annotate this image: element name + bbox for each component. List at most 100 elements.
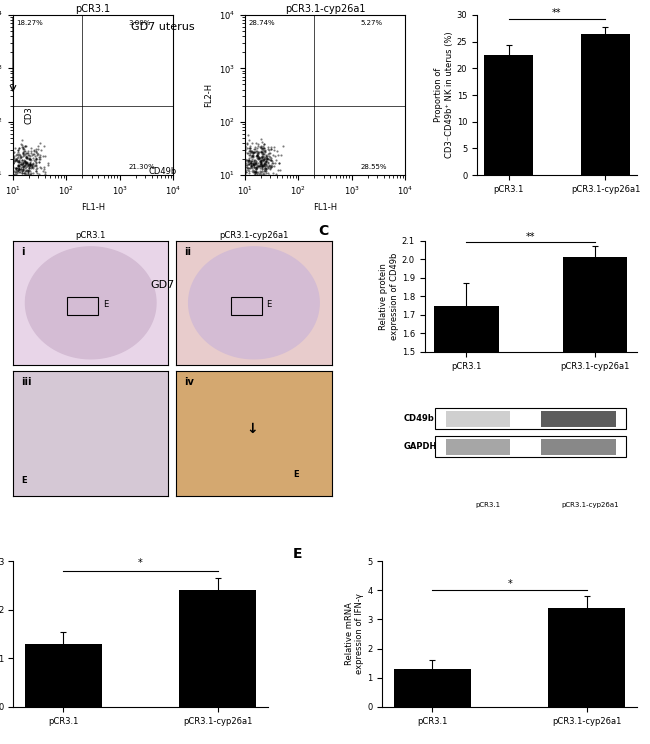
Point [241, 159, 252, 171]
Point [0, 155, 9, 167]
Point [257, 193, 268, 205]
Point [26, 170, 36, 182]
Point [0, 169, 5, 181]
Point [222, 186, 232, 198]
Point [219, 158, 229, 170]
Point [12, 174, 23, 186]
Point [220, 152, 230, 164]
Point [248, 151, 258, 163]
Point [0, 211, 6, 223]
Bar [541, 411, 616, 427]
Point [8, 186, 18, 198]
Point [0, 141, 8, 153]
Point [223, 169, 233, 181]
Point [216, 190, 226, 202]
Point [218, 196, 229, 208]
Point [221, 203, 231, 215]
Point [2, 191, 12, 203]
Point [16, 154, 27, 166]
Point [0, 153, 5, 165]
Point [0, 176, 3, 188]
Point [229, 184, 239, 196]
Point [224, 161, 234, 173]
Point [224, 197, 234, 209]
Point [27, 175, 38, 187]
Bar [484, 55, 533, 175]
Point [0, 195, 3, 207]
Point [6, 180, 17, 192]
Point [0, 210, 8, 222]
Point [216, 188, 226, 200]
Point [208, 173, 218, 185]
Point [219, 146, 229, 158]
Point [0, 193, 10, 205]
Point [192, 175, 202, 187]
Point [240, 140, 250, 152]
Point [224, 190, 234, 202]
Point [239, 146, 250, 158]
Point [222, 137, 232, 149]
Point [38, 161, 49, 173]
Point [233, 161, 244, 173]
Point [210, 145, 220, 157]
Point [0, 211, 3, 223]
Point [192, 192, 202, 204]
Point [0, 141, 9, 153]
Point [43, 156, 53, 168]
Point [209, 185, 220, 197]
Point [224, 158, 234, 170]
Point [252, 170, 262, 182]
Point [255, 156, 265, 168]
Point [225, 187, 235, 199]
Point [250, 166, 260, 178]
Point [202, 203, 213, 215]
Point [260, 153, 270, 164]
Point [224, 175, 235, 187]
Point [214, 146, 225, 158]
Point [229, 193, 240, 205]
Point [232, 202, 242, 214]
Point [1, 190, 12, 202]
Point [10, 162, 21, 174]
Point [15, 197, 25, 209]
Point [266, 160, 277, 172]
Point [244, 134, 254, 146]
Point [10, 162, 20, 174]
Point [276, 149, 287, 161]
Point [214, 158, 224, 170]
Point [213, 165, 224, 177]
Point [266, 153, 276, 165]
Point [16, 163, 26, 175]
Point [213, 160, 223, 172]
Point [24, 180, 34, 192]
Point [229, 158, 239, 170]
Point [207, 174, 218, 186]
Point [241, 142, 252, 154]
Point [266, 161, 276, 173]
Point [17, 167, 27, 179]
Point [29, 150, 40, 162]
Point [23, 165, 33, 177]
Point [258, 148, 268, 160]
Point [6, 202, 16, 214]
Point [226, 164, 237, 176]
Point [210, 153, 220, 164]
Point [219, 161, 229, 173]
Point [224, 176, 234, 187]
Point [1, 199, 11, 211]
Point [216, 160, 226, 172]
Point [231, 169, 241, 181]
Point [254, 146, 265, 158]
Point [273, 150, 283, 161]
Point [23, 182, 34, 194]
Point [207, 173, 217, 185]
Point [222, 190, 232, 202]
Point [274, 157, 285, 169]
Point [233, 193, 243, 205]
Point [197, 187, 207, 199]
Point [218, 187, 228, 199]
Point [224, 183, 234, 195]
Point [256, 154, 266, 166]
Point [0, 164, 2, 176]
Point [252, 161, 263, 173]
